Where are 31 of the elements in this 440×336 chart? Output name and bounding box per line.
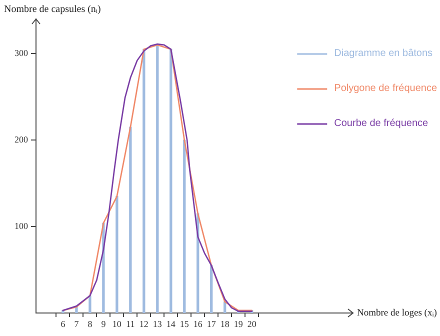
bar: [183, 140, 186, 313]
y-tick-label: 300: [14, 48, 28, 58]
x-tick-label: 17: [206, 318, 216, 329]
bar: [116, 196, 118, 313]
y-tick-label: 200: [14, 134, 28, 144]
x-tick-label: 10: [112, 318, 122, 329]
legend-label: Polygone de fréquence: [334, 82, 438, 94]
x-tick-label: 12: [139, 318, 148, 329]
legend-label: Diagramme en bâtons: [334, 48, 433, 59]
x-tick-label: 19: [234, 318, 244, 329]
x-tick-label: 18: [220, 318, 230, 329]
x-axis-title: Nombre de loges (xᵢ): [357, 308, 437, 318]
y-tick-label: 100: [14, 220, 28, 231]
y-axis-title: Nombre de capsules (nᵢ): [4, 4, 101, 15]
x-tick-label: 15: [180, 318, 190, 329]
x-tick-label: 14: [166, 318, 176, 329]
x-tick-label: 6: [60, 318, 66, 329]
bar: [210, 265, 213, 313]
bar: [170, 48, 172, 313]
legend-label: Courbe de fréquence: [334, 118, 429, 129]
bar: [142, 48, 146, 313]
x-tick-label: 8: [88, 318, 93, 329]
x-tick-label: 7: [74, 318, 80, 329]
bar: [156, 44, 159, 313]
bar: [88, 295, 92, 313]
x-tick-label: 11: [126, 318, 135, 329]
x-tick-label: 16: [193, 318, 203, 329]
bar: [129, 126, 132, 313]
x-tick-label: 9: [101, 318, 106, 329]
x-tick-label: 13: [152, 318, 162, 329]
x-tick-label: 20: [247, 318, 257, 329]
